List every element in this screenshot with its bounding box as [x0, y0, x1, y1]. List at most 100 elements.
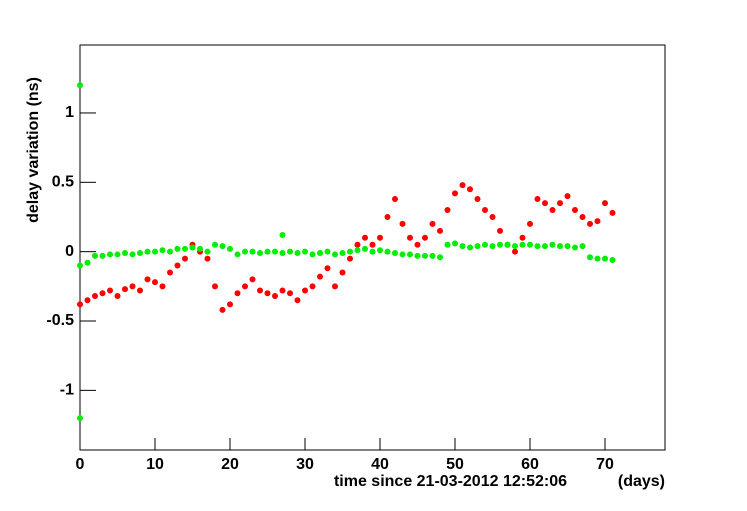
point — [279, 250, 286, 257]
point — [437, 254, 443, 261]
point — [167, 248, 173, 255]
point — [377, 247, 383, 254]
point — [414, 241, 421, 248]
point — [549, 241, 556, 248]
point — [347, 248, 353, 255]
point — [279, 232, 286, 239]
point — [602, 255, 608, 262]
point — [114, 251, 121, 258]
point — [204, 248, 211, 255]
point — [474, 195, 481, 202]
point — [159, 247, 166, 254]
point — [99, 290, 106, 297]
point — [512, 248, 518, 255]
point — [587, 254, 593, 261]
x-axis-unit: (days) — [618, 473, 665, 490]
point — [422, 234, 428, 241]
point — [392, 195, 398, 202]
point — [534, 243, 541, 250]
point — [122, 286, 128, 293]
x-tick-label: 60 — [521, 456, 539, 473]
point — [182, 255, 188, 262]
point — [264, 290, 271, 297]
point — [512, 243, 518, 250]
point — [542, 243, 548, 250]
point — [77, 301, 83, 308]
point — [227, 245, 233, 252]
point — [144, 248, 151, 255]
point — [444, 241, 451, 248]
point — [137, 287, 143, 294]
point — [324, 265, 331, 272]
point — [594, 218, 601, 225]
point — [152, 279, 158, 286]
point — [459, 243, 466, 250]
point — [92, 252, 98, 259]
point — [174, 262, 181, 269]
point — [152, 248, 158, 255]
point — [414, 252, 421, 259]
point — [84, 259, 91, 266]
point — [362, 245, 368, 252]
y-tick-label: 0 — [65, 243, 74, 260]
point — [504, 241, 511, 248]
point — [527, 241, 533, 248]
point — [197, 245, 203, 252]
x-tick-label: 50 — [446, 456, 464, 473]
x-tick-label: 70 — [596, 456, 614, 473]
point — [377, 234, 383, 241]
point — [234, 251, 241, 258]
point — [452, 190, 458, 197]
x-tick-label: 40 — [371, 456, 389, 473]
point — [77, 82, 83, 89]
y-axis-label: delay variation (ns) — [25, 77, 42, 223]
point — [354, 241, 361, 248]
point — [459, 182, 466, 189]
point — [399, 251, 406, 258]
point — [272, 293, 278, 300]
point — [609, 256, 616, 263]
point — [594, 255, 601, 262]
point — [549, 207, 556, 214]
point — [272, 248, 278, 255]
point — [174, 245, 181, 252]
point — [497, 227, 503, 234]
point — [369, 248, 376, 255]
point — [144, 276, 151, 283]
point — [92, 293, 98, 300]
point — [309, 251, 316, 258]
point — [542, 200, 548, 207]
point — [159, 283, 166, 290]
point — [309, 283, 316, 290]
x-tick-label: 0 — [76, 456, 85, 473]
x-axis-label: time since 21-03-2012 12:52:06 — [334, 473, 567, 490]
plot-frame — [79, 44, 666, 451]
point — [137, 250, 143, 257]
point — [257, 287, 263, 294]
point — [474, 243, 481, 250]
point — [489, 243, 496, 250]
point — [129, 283, 136, 290]
point — [189, 244, 196, 251]
y-tick-label: 1 — [65, 104, 74, 121]
point — [407, 234, 413, 241]
point — [587, 220, 593, 227]
point — [422, 252, 428, 259]
point — [84, 297, 91, 304]
point — [482, 241, 488, 248]
point — [227, 301, 233, 308]
point — [287, 248, 293, 255]
point — [362, 234, 368, 241]
point — [332, 283, 338, 290]
point — [287, 290, 293, 297]
point — [384, 213, 391, 220]
point — [557, 243, 563, 250]
point — [107, 251, 113, 258]
point — [482, 207, 488, 214]
point — [339, 269, 346, 276]
point — [429, 252, 436, 259]
point — [564, 243, 571, 250]
point — [452, 240, 458, 247]
point — [77, 262, 83, 269]
